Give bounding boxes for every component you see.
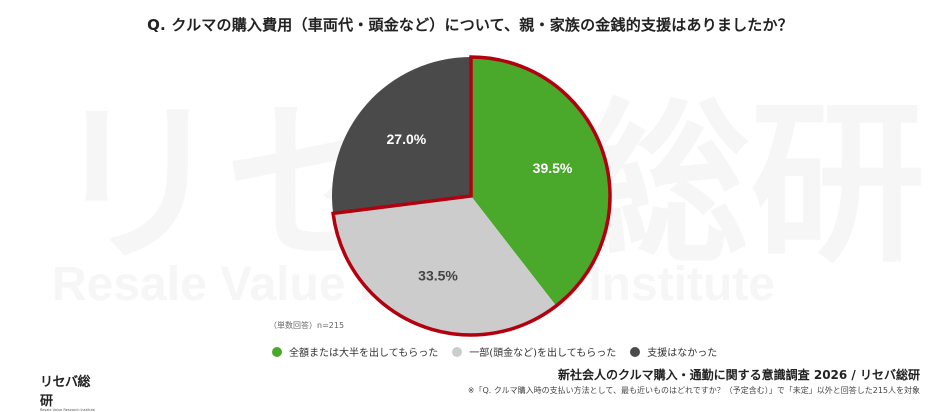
legend-item-none: 支援はなかった: [630, 344, 717, 359]
legend-label: 一部(頭金など)を出してもらった: [469, 348, 617, 359]
pie-chart: 39.5% 33.5% 27.0%: [331, 55, 612, 337]
pie-slice: [333, 196, 557, 336]
logo-text: リセバ総研: [40, 375, 91, 409]
chart-title: Q. クルマの購入費用（車両代・頭金など）について、親・家族の金銭的支援はありま…: [147, 16, 793, 34]
legend: 全額または大半を出してもらった 一部(頭金など)を出してもらった 支援はなかった: [272, 344, 731, 359]
slice-label: 33.5%: [418, 268, 458, 284]
pie-slice: [471, 57, 610, 306]
footnote: ※「Q. クルマ購入時の支払い方法として、最も近いものはどれですか？（予定含む）…: [467, 386, 920, 395]
legend-dot-green-icon: [272, 346, 282, 357]
logo-subtext: Resale Value Research Institute: [40, 408, 96, 412]
highlight-outline: [331, 55, 612, 337]
legend-label: 支援はなかった: [647, 348, 718, 359]
legend-item-full: 全額または大半を出してもらった: [272, 344, 438, 359]
sample-note: （単数回答）n=215: [269, 321, 345, 330]
survey-source: 新社会人のクルマ購入・通勤に関する意識調査 2026 / リセバ総研: [558, 368, 920, 382]
slice-label: 39.5%: [533, 160, 573, 176]
legend-dot-darkgray-icon: [630, 346, 641, 357]
legend-item-partial: 一部(頭金など)を出してもらった: [452, 344, 616, 359]
pie-slice: [332, 57, 471, 214]
legend-label: 全額または大半を出してもらった: [289, 348, 439, 359]
legend-dot-lightgray-icon: [452, 346, 463, 357]
logo: リセバ総研 Resale Value Research Institute: [40, 371, 100, 412]
slice-label: 27.0%: [387, 131, 427, 147]
